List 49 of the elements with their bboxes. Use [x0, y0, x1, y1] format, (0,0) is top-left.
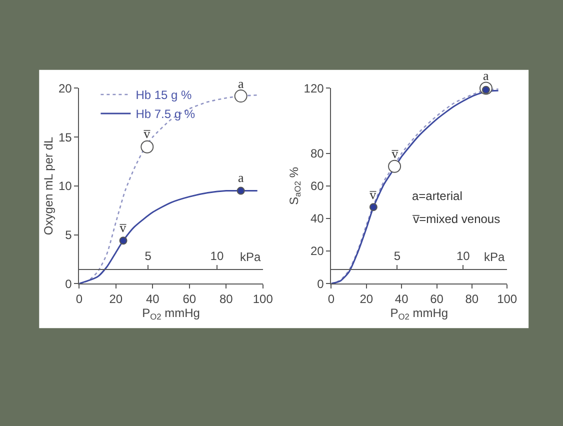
annotation: a [483, 68, 489, 83]
x2-axis-title: kPa [484, 250, 506, 264]
x-tick-label: 40 [394, 292, 409, 306]
y-tick-label: 60 [310, 179, 324, 194]
y-tick-label: 120 [304, 81, 324, 96]
y-tick-label: 5 [65, 228, 72, 242]
y-tick-label: 20 [58, 81, 72, 96]
y-axis-title: Oxygen mL per dL [42, 136, 56, 236]
x-axis-title: P$_{O2}$ mmHg [390, 306, 448, 322]
y-tick-label: 20 [310, 244, 324, 258]
x-axis-title: P$_{O2}$ mmHg [142, 306, 200, 322]
y-tick-label: 40 [310, 212, 324, 226]
annotation: a [238, 170, 244, 185]
x2-tick-label: 5 [394, 249, 401, 264]
legend-label: Hb 7.5 g % [136, 107, 196, 122]
y-tick-label: 10 [58, 179, 72, 194]
x-tick-label: 80 [465, 292, 479, 306]
y-tick-label: 80 [310, 146, 324, 161]
point [369, 203, 378, 212]
annotation: v̅ [391, 146, 399, 161]
point [236, 186, 245, 195]
point [234, 90, 248, 103]
x-tick-label: 60 [430, 292, 444, 306]
annotation: a [238, 76, 244, 91]
point [388, 160, 402, 173]
x-tick-label: 20 [109, 292, 123, 306]
annotation: v̅=mixed venous [412, 212, 500, 226]
annotation: v̅ [369, 187, 377, 202]
point [140, 140, 154, 154]
y-tick-label: 0 [65, 276, 72, 291]
x-tick-label: 40 [146, 292, 160, 306]
x-tick-label: 60 [182, 292, 196, 306]
y-tick-label: 0 [317, 276, 324, 291]
annotation: v̅ [143, 126, 151, 141]
x-tick-label: 80 [219, 292, 234, 306]
y-tick-label: 15 [58, 130, 72, 144]
x-tick-label: 100 [252, 292, 274, 306]
x2-tick-label: 5 [144, 249, 152, 264]
x-tick-label: 100 [497, 292, 518, 306]
x2-tick-label: 10 [210, 249, 224, 264]
x-tick-label: 0 [328, 292, 335, 306]
x2-axis-title: kPa [240, 250, 262, 264]
x-tick-label: 0 [76, 292, 83, 306]
annotation: v̅ [119, 220, 127, 235]
annotation: a=arterial [412, 189, 462, 203]
legend-label: Hb 15 g % [136, 88, 192, 102]
point [119, 236, 128, 245]
x-tick-label: 20 [360, 292, 374, 306]
x2-tick-label: 10 [456, 249, 470, 264]
